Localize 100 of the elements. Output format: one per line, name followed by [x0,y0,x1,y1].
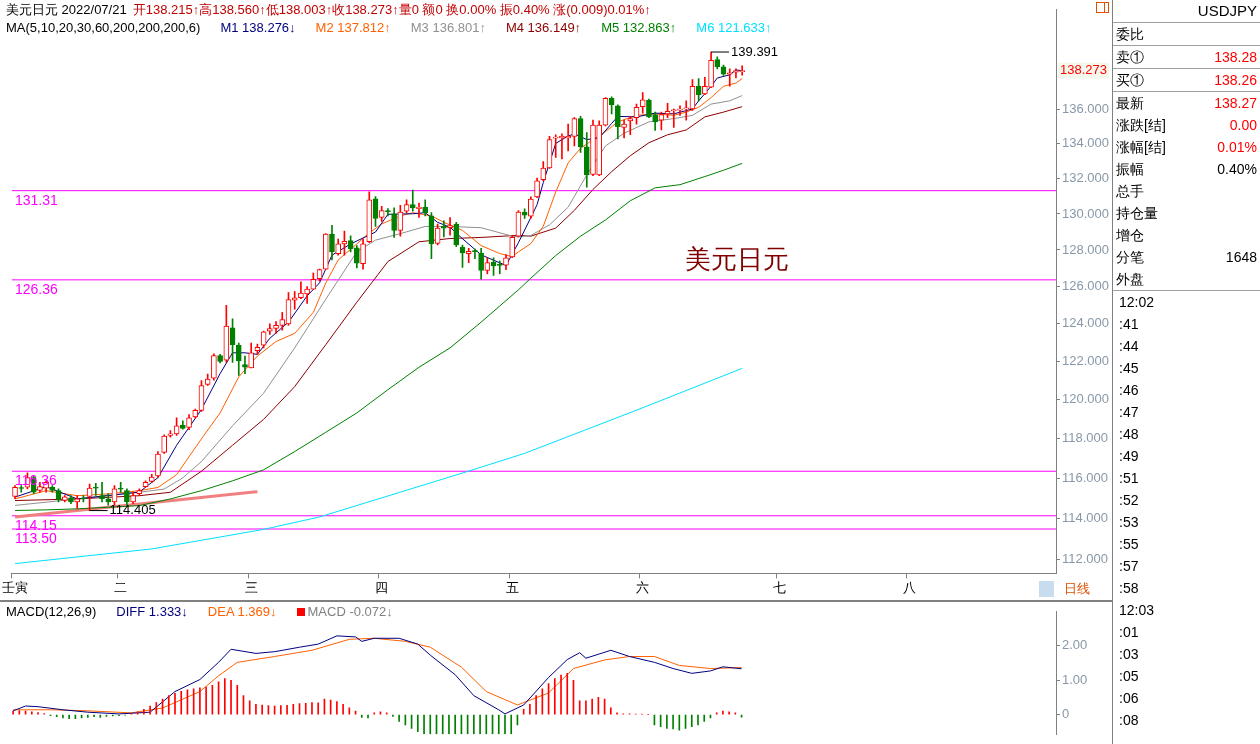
text: :03 [1118,645,1140,664]
y-tick-label: 132.000 [1062,170,1109,186]
y-tick-label: 124.000 [1062,315,1109,331]
text: :48 [1118,425,1140,444]
chart-title: MACD(12,26,9) [6,604,97,619]
text: M1 138.276↓ [220,20,296,35]
text: 1648 [1225,249,1257,265]
text: M2 137.812↑ [315,20,391,35]
x-tick-label: 四 [375,579,389,595]
candlestick [409,189,416,212]
x-tick-label: 壬寅 [2,579,29,595]
y-tick-label: 1.00 [1062,671,1088,687]
text: DEA 1.369↓ [207,604,277,619]
text: :49 [1118,447,1140,466]
x-tick-label: 六 [636,579,650,595]
y-tick-label: 114.000 [1062,510,1109,526]
text: USDJPY [1197,1,1257,21]
text: 0.01% [1217,139,1257,155]
annotation: 114.405 [109,502,156,518]
y-tick-label: 126.000 [1062,278,1109,294]
candlestick [677,105,683,116]
candlestick [726,68,733,87]
candlestick [92,483,99,496]
text: 138.28 [1214,49,1257,65]
x-tick-label: 二 [114,579,128,595]
text: :44 [1118,337,1140,356]
candlestick [105,493,112,506]
y-tick-label: 118.000 [1062,430,1109,446]
candlestick [465,247,472,263]
category-label: 分笔 [1116,248,1144,267]
x-tick-label: 七 [772,579,786,595]
category-label: 买① [1116,71,1144,90]
text: 0.00 [1229,117,1257,133]
text: :58 [1118,579,1140,598]
text: :08 [1118,711,1140,730]
text: 138.26 [1214,72,1257,88]
category-label: 振幅 [1116,160,1144,179]
ref-line-label: 126.36 [14,280,58,297]
text: :57 [1118,557,1140,576]
text: 138.27 [1214,95,1257,111]
text: 0.40% [1217,161,1257,177]
text: 12:03 [1118,601,1156,620]
y-tick-label: 112.000 [1062,551,1109,567]
candlestick [117,482,124,493]
text: :55 [1118,535,1140,554]
category-label: 涨幅[结] [1116,138,1166,157]
text: :06 [1118,689,1140,708]
y-tick-label: 0 [1062,706,1070,722]
legend-label: MACD -0.072↓ [307,604,393,619]
y-tick-label: 128.000 [1062,241,1109,257]
y-tick-label: 122.000 [1062,352,1109,368]
y-tick-label: 120.000 [1062,391,1109,407]
annotation: 139.391 [731,43,779,59]
x-axis-title: 日线 [1064,580,1090,598]
category-label: 卖① [1116,48,1144,67]
candlestick [242,355,248,374]
category-label: 总手 [1116,182,1144,201]
ref-line-label: 131.31 [14,191,58,208]
chart-title: 美元日元 2022/07/21 [6,2,127,17]
y-tick-label: 136.000 [1062,100,1109,116]
chart-subtitle: 开138.215↑高138.560↑低138.003↑收138.273↑量0 额0 换0.00% 振0.40% 涨(0.009)0.01%↑ [132,2,651,17]
text: :51 [1118,469,1140,488]
text: :52 [1118,491,1140,510]
text: :05 [1118,667,1140,686]
y-tick-label: 116.000 [1062,470,1109,486]
x-tick-label: 八 [903,579,917,595]
legend-title: MA(5,10,20,30,60,200,200,200,6) [6,20,201,35]
category-label: 外盘 [1116,270,1144,289]
category-label: 涨跌[结] [1116,116,1166,135]
category-label: 最新 [1116,94,1144,113]
candlestick [441,220,447,238]
text: :53 [1118,513,1140,532]
y-tick-label: 2.00 [1062,637,1088,653]
text: :47 [1118,403,1140,422]
text: DIFF 1.333↓ [116,604,188,619]
text: :41 [1118,315,1140,334]
text: :45 [1118,359,1140,378]
annotation: 美元日元 [685,243,790,274]
candlestick [733,68,739,79]
candlestick [621,119,627,139]
text: M6 121.633↑ [696,20,772,35]
text: M3 136.801↑ [410,20,486,35]
candlestick [99,482,105,503]
text: :01 [1118,623,1140,642]
x-tick-label: 三 [244,579,258,595]
y-tick-label: 130.000 [1062,205,1109,221]
y-tick-label: 134.000 [1062,135,1109,151]
candlestick [627,116,634,136]
candlestick [304,286,310,304]
candlestick [552,134,559,158]
candlestick [739,65,745,76]
candlestick [670,108,677,128]
text: M4 136.149↑ [505,20,582,35]
candlestick [447,217,453,236]
x-tick-label: 五 [505,579,519,595]
category-label: 委比 [1116,25,1144,44]
text: 12:02 [1118,293,1156,312]
text: M5 132.863↑ [601,20,677,35]
text: :46 [1118,381,1140,400]
category-label: 持仓量 [1116,204,1158,223]
